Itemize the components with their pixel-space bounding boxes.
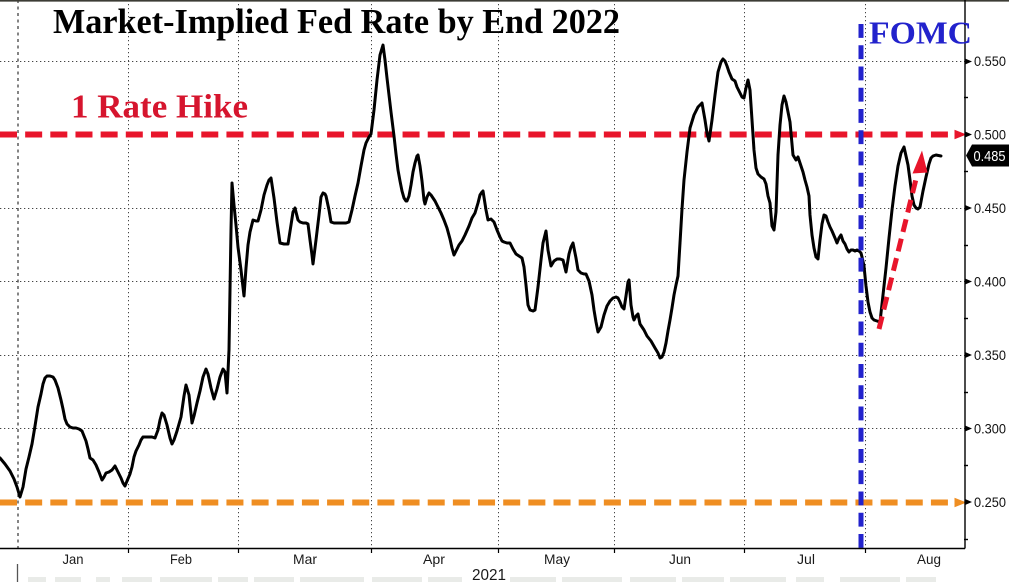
svg-text:Mar: Mar xyxy=(293,551,317,567)
svg-text:0.250: 0.250 xyxy=(974,494,1006,510)
svg-text:FOMC: FOMC xyxy=(869,15,972,51)
svg-text:May: May xyxy=(544,551,570,567)
svg-text:1 Rate Hike: 1 Rate Hike xyxy=(71,89,248,126)
svg-text:Feb: Feb xyxy=(170,551,192,567)
svg-text:0.485: 0.485 xyxy=(974,148,1006,165)
svg-text:0.350: 0.350 xyxy=(974,347,1006,363)
svg-text:Jul: Jul xyxy=(797,551,815,567)
svg-text:Apr: Apr xyxy=(423,551,445,567)
svg-text:0.500: 0.500 xyxy=(974,127,1006,143)
svg-text:0.450: 0.450 xyxy=(974,200,1006,216)
svg-text:0.300: 0.300 xyxy=(974,421,1006,437)
svg-text:Aug: Aug xyxy=(917,551,941,567)
svg-text:0.400: 0.400 xyxy=(974,274,1006,290)
svg-text:Market-Implied Fed Rate by End: Market-Implied Fed Rate by End 2022 xyxy=(53,2,620,41)
svg-text:0.550: 0.550 xyxy=(974,53,1006,69)
svg-text:2021: 2021 xyxy=(472,567,506,582)
svg-text:Jan: Jan xyxy=(63,551,84,567)
svg-text:Jun: Jun xyxy=(669,551,691,567)
